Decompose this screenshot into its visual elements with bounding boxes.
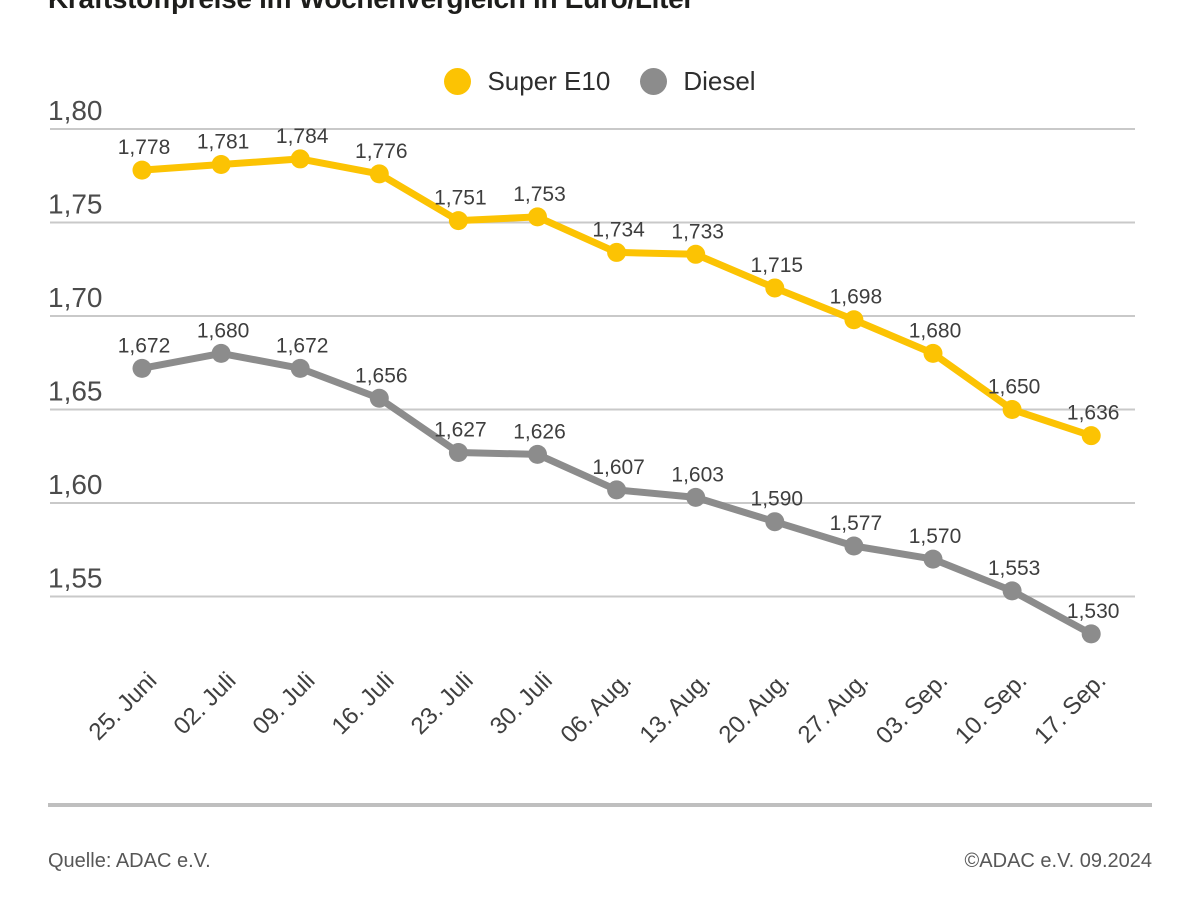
data-point-label-diesel: 1,553 (988, 557, 1041, 580)
data-point-super-e10 (607, 242, 627, 262)
data-point-super-e10 (1081, 426, 1101, 446)
legend-item-diesel: Diesel (640, 66, 756, 97)
footer: Quelle: ADAC e.V. ©ADAC e.V. 09.2024 (48, 850, 1152, 873)
data-point-diesel (844, 536, 864, 556)
chart-legend: Super E10 Diesel (0, 66, 1200, 97)
data-point-label-super-e10: 1,784 (276, 125, 329, 148)
data-point-diesel (132, 358, 152, 378)
x-axis-label: 27. Aug. (793, 667, 874, 748)
data-point-super-e10 (211, 155, 231, 175)
legend-label: Diesel (683, 66, 756, 96)
data-point-label-super-e10: 1,698 (830, 286, 883, 309)
data-point-diesel (1002, 581, 1022, 601)
data-point-label-diesel: 1,570 (909, 525, 962, 548)
data-point-super-e10 (290, 149, 310, 169)
data-point-diesel (765, 512, 785, 532)
data-point-super-e10 (1002, 400, 1022, 419)
data-point-diesel (211, 343, 231, 363)
y-axis-label: 1,55 (48, 563, 103, 594)
footer-divider (48, 803, 1152, 807)
data-point-super-e10 (686, 244, 706, 264)
data-point-label-super-e10: 1,781 (197, 131, 250, 154)
x-axis-label: 06. Aug. (555, 667, 636, 748)
chart-title: Kraftstoffpreise im Wochenvergleich in E… (48, 0, 694, 15)
y-axis-label: 1,65 (48, 376, 103, 407)
data-point-label-diesel: 1,607 (592, 456, 645, 479)
y-axis-label: 1,60 (48, 469, 103, 500)
x-axis-label: 25. Juni (84, 667, 163, 746)
data-point-label-diesel: 1,672 (118, 334, 171, 357)
data-point-label-super-e10: 1,650 (988, 376, 1041, 399)
x-axis-label: 13. Aug. (635, 667, 716, 748)
data-point-super-e10 (369, 164, 389, 184)
data-point-super-e10 (844, 310, 864, 330)
data-point-diesel (528, 444, 547, 464)
x-axis-label: 23. Juli (406, 667, 479, 740)
data-point-label-diesel: 1,577 (830, 512, 883, 535)
data-point-super-e10 (448, 211, 468, 231)
data-point-label-super-e10: 1,751 (434, 187, 487, 210)
data-point-diesel (369, 388, 389, 408)
data-point-label-super-e10: 1,753 (513, 183, 566, 206)
copyright-note: ©ADAC e.V. 09.2024 (964, 850, 1152, 872)
data-point-label-diesel: 1,672 (276, 334, 329, 357)
series-line-super-e10 (138, 155, 1095, 440)
data-point-label-diesel: 1,530 (1067, 600, 1120, 623)
y-axis-label: 1,70 (48, 282, 103, 313)
x-axis-label: 02. Juli (168, 667, 241, 740)
data-point-diesel (923, 549, 943, 569)
data-point-diesel (448, 443, 468, 463)
data-point-label-diesel: 1,626 (513, 420, 566, 443)
data-point-label-diesel: 1,590 (751, 488, 804, 511)
y-axis-label: 1,80 (48, 95, 103, 126)
data-point-label-super-e10: 1,715 (751, 254, 804, 277)
data-point-label-super-e10: 1,734 (592, 218, 645, 241)
legend-item-super-e10: Super E10 (444, 66, 610, 97)
data-point-label-diesel: 1,656 (355, 364, 408, 387)
x-axis-label: 09. Juli (248, 667, 321, 740)
x-axis-label: 30. Juli (485, 667, 558, 740)
x-axis-label: 16. Juli (327, 667, 400, 740)
data-point-label-super-e10: 1,733 (671, 220, 724, 243)
y-axis-label: 1,75 (48, 189, 103, 220)
data-point-diesel (686, 487, 706, 507)
data-point-super-e10 (923, 343, 943, 363)
data-point-label-super-e10: 1,636 (1067, 402, 1120, 425)
data-point-label-diesel: 1,627 (434, 419, 487, 442)
x-axis-label: 10. Sep. (950, 667, 1032, 749)
data-point-diesel (607, 480, 627, 500)
x-axis-label: 17. Sep. (1029, 667, 1111, 749)
data-point-super-e10 (132, 160, 152, 180)
data-point-label-super-e10: 1,778 (118, 136, 171, 159)
legend-label: Super E10 (487, 66, 611, 96)
data-point-label-diesel: 1,603 (671, 463, 724, 486)
legend-swatch-icon (640, 68, 668, 95)
data-point-label-super-e10: 1,776 (355, 140, 408, 163)
legend-swatch-icon (444, 68, 472, 95)
data-point-diesel (1081, 624, 1101, 644)
data-point-label-diesel: 1,680 (197, 319, 250, 342)
data-point-label-super-e10: 1,680 (909, 319, 962, 342)
x-axis-label: 20. Aug. (714, 667, 795, 748)
source-note: Quelle: ADAC e.V. (48, 850, 211, 872)
data-point-super-e10 (528, 207, 547, 227)
data-point-diesel (290, 358, 310, 378)
x-axis-label: 03. Sep. (871, 667, 953, 749)
data-point-super-e10 (765, 278, 785, 298)
